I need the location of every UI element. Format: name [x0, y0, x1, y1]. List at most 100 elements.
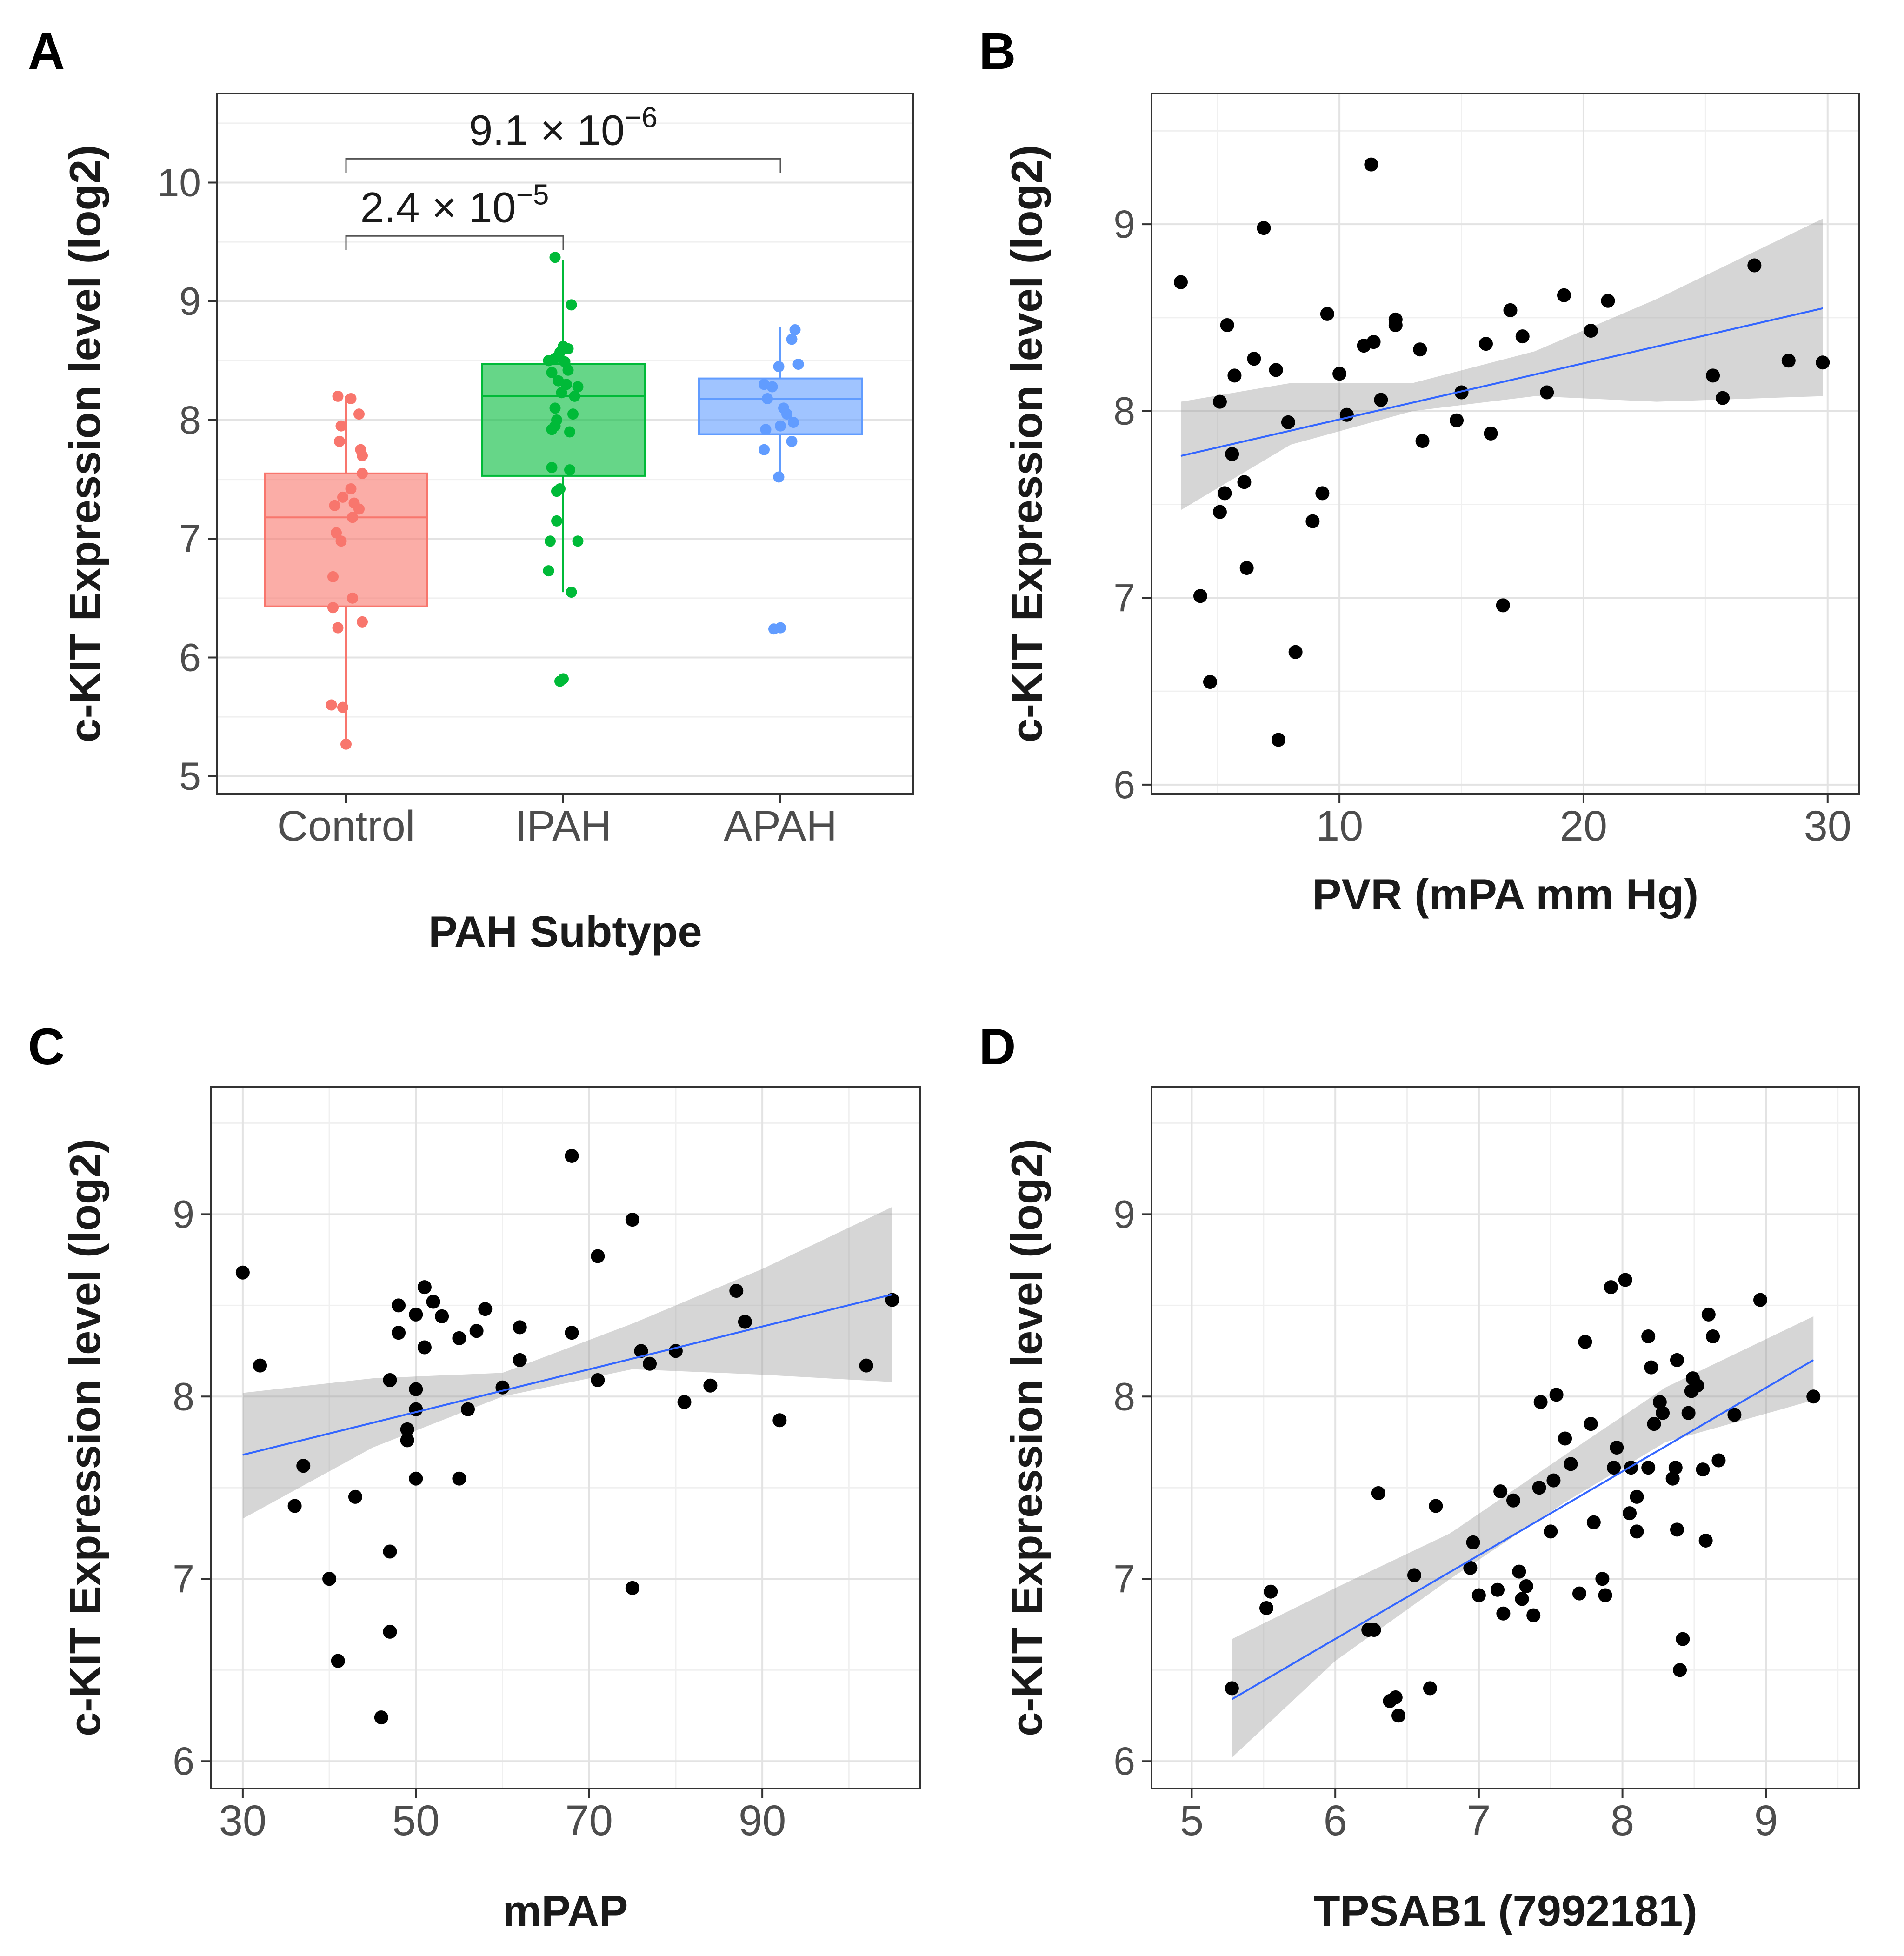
data-point: [775, 622, 786, 634]
data-point: [786, 334, 798, 345]
data-point: [591, 1373, 605, 1388]
data-point: [235, 1265, 250, 1280]
data-point: [1259, 1601, 1273, 1615]
data-point: [1644, 1360, 1658, 1375]
data-point: [1506, 1493, 1520, 1508]
panel-c: 6 7 8 9 30 50 70 90 mPAP c-KIT Expression level (…: [28, 1018, 921, 1935]
data-point: [1413, 342, 1427, 357]
data-point: [345, 483, 357, 494]
data-point: [792, 358, 804, 370]
data-point: [1227, 368, 1242, 383]
data-point: [1371, 1486, 1385, 1501]
bracket-line: [345, 235, 564, 250]
data-point: [786, 435, 798, 447]
data-point: [1747, 258, 1762, 273]
data-point: [253, 1358, 267, 1373]
x-tick-label: 30: [219, 1797, 266, 1844]
data-point: [1247, 352, 1261, 366]
data-point: [703, 1378, 718, 1393]
data-point: [549, 252, 561, 263]
data-point: [1558, 1431, 1572, 1446]
data-point: [1584, 1417, 1598, 1431]
data-point: [357, 616, 368, 628]
y-tick-label: 6: [1113, 763, 1135, 807]
data-point: [435, 1309, 449, 1323]
data-point: [565, 1148, 579, 1163]
data-point: [383, 1624, 397, 1639]
data-point: [634, 1344, 648, 1358]
data-point: [1512, 1564, 1526, 1579]
data-point: [452, 1331, 466, 1345]
data-point: [1598, 1588, 1612, 1602]
y-tick-label: 8: [1113, 389, 1135, 433]
data-point: [773, 361, 785, 373]
data-point: [1670, 1522, 1684, 1537]
data-point: [1564, 1457, 1578, 1471]
data-point: [1676, 1632, 1690, 1646]
data-point: [1781, 354, 1796, 368]
box-group-control: [264, 390, 428, 750]
x-tick-label: IPAH: [515, 802, 612, 850]
data-point: [1364, 157, 1378, 172]
data-point: [1264, 1584, 1278, 1599]
data-point: [1450, 413, 1464, 427]
y-tick-label: 7: [173, 1557, 194, 1601]
data-point: [400, 1433, 414, 1448]
data-point: [337, 701, 348, 713]
data-point: [327, 602, 339, 614]
box-group-apah: [698, 324, 863, 635]
data-point: [1601, 294, 1615, 308]
data-point: [1374, 393, 1388, 407]
data-point: [1212, 394, 1227, 409]
data-point: [564, 464, 575, 476]
panel-b: 6 7 8 9 10 20 30 PVR (mPA mm Hg) c-KIT Expressio…: [979, 23, 1860, 919]
data-point: [1388, 318, 1403, 332]
confidence-band: [242, 1207, 892, 1519]
data-point: [400, 1422, 414, 1436]
data-point: [1423, 1681, 1437, 1696]
data-point: [513, 1320, 527, 1335]
y-tick-label: 7: [179, 517, 201, 561]
plot-border: [1151, 1086, 1860, 1789]
data-point: [1595, 1572, 1610, 1586]
data-point: [1526, 1608, 1541, 1622]
data-point: [561, 379, 572, 390]
data-point: [1305, 514, 1320, 528]
data-point: [625, 1213, 639, 1227]
data-point: [1288, 645, 1303, 659]
data-point: [1332, 367, 1347, 381]
data-point: [759, 444, 770, 455]
data-point: [1239, 561, 1254, 575]
plot-background: [1152, 1087, 1859, 1789]
data-point: [1212, 505, 1227, 519]
x-tick-label: 70: [566, 1797, 613, 1844]
data-point: [859, 1358, 873, 1373]
y-tick-label: 6: [179, 635, 201, 679]
x-tick-label: 50: [392, 1797, 439, 1844]
data-point: [383, 1544, 397, 1559]
data-point: [1479, 337, 1493, 351]
data-point: [326, 699, 337, 711]
regression-line: [1180, 307, 1823, 457]
data-point: [1673, 1663, 1687, 1677]
data-point: [1466, 1535, 1480, 1549]
data-point: [545, 535, 556, 547]
data-point: [567, 408, 579, 420]
data-point: [357, 450, 368, 461]
data-point: [760, 424, 772, 435]
x-axis-title: PAH Subtype: [428, 907, 702, 956]
data-point: [885, 1293, 899, 1307]
data-point: [1711, 1453, 1726, 1468]
data-point: [729, 1283, 744, 1298]
data-point: [1641, 1461, 1656, 1475]
data-point: [1193, 589, 1207, 603]
panel-label: A: [28, 23, 65, 80]
data-point: [353, 503, 365, 515]
data-point: [374, 1710, 388, 1725]
confidence-band: [1232, 1316, 1814, 1758]
y-axis-title: c-KIT Expression level (log2): [60, 145, 109, 742]
data-point: [643, 1356, 657, 1371]
y-tick-label: 6: [173, 1739, 194, 1783]
